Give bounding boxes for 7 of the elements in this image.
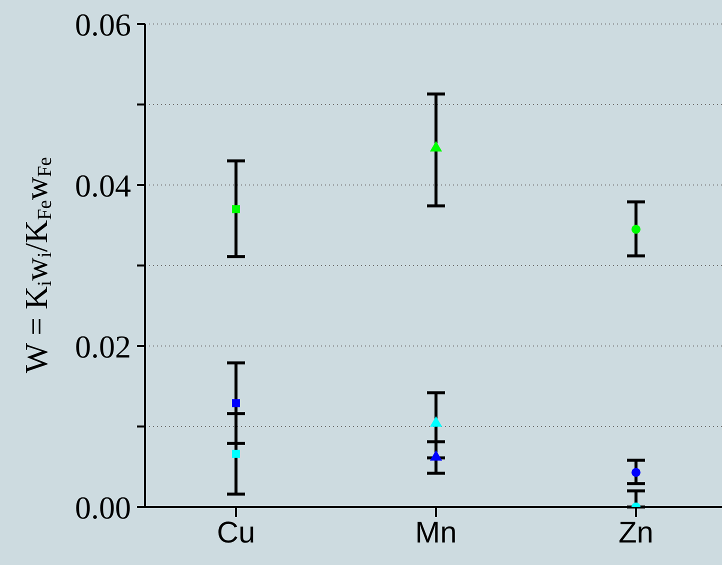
y-tick-label: 0.02 <box>75 328 131 364</box>
x-tick-label: Zn <box>618 516 654 550</box>
x-tick-label: Mn <box>415 516 457 550</box>
y-tick-label: 0.04 <box>75 167 131 204</box>
y-tick-label: 0.06 <box>75 6 131 42</box>
y-tick-label: 0.00 <box>75 489 131 526</box>
x-tick-label: Cu <box>216 516 256 550</box>
